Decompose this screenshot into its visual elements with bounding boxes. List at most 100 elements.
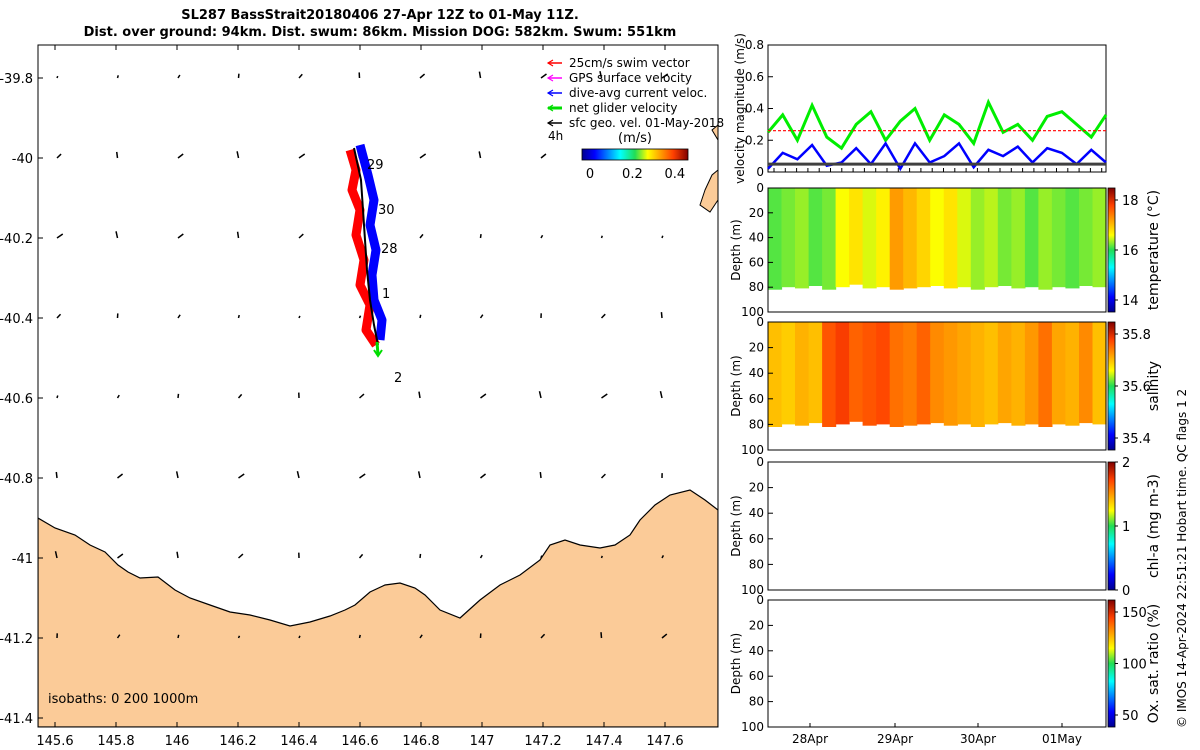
surface-velocity-arrow [56,233,64,239]
colorbar-tick-label: 18 [1122,194,1139,209]
profile-column [795,322,810,426]
surface-velocity-arrow [117,473,124,479]
depth-tick-label: 60 [749,392,764,406]
depth-tick-label: 20 [749,206,764,220]
surface-velocity-arrow [358,315,362,319]
colorbar-label: Ox. sat. ratio (%) [1146,604,1162,723]
legend-note: 4h [548,129,563,143]
colorbar-tick-label: 35.6 [1122,380,1151,395]
map-x-tick-label: 146.8 [402,734,439,749]
colorbar-label: salinity [1146,361,1162,411]
depth-tick-label: 40 [749,644,764,658]
profile-column [768,188,783,290]
track-day-label: 1 [382,287,390,302]
map-y-tick-label: -40.8 [0,472,33,487]
map-x-tick-label: 147 [470,734,495,749]
surface-velocity-arrow [298,315,301,319]
velocity-y-tick-label: 0 [756,165,764,179]
glider-track [345,143,387,358]
profile-column [889,188,904,290]
profile-column [822,322,837,427]
profile-column [1051,322,1066,425]
surface-velocity-arrow [176,551,179,559]
map-x-tick-label: 147.2 [524,734,561,749]
map-x-tick-label: 146.6 [341,734,378,749]
legend-arrowhead [546,104,554,112]
surface-velocity-arrows [54,71,669,639]
surface-velocity-arrow [479,554,483,559]
depth-tick-label: 60 [749,255,764,269]
profile-column [1065,322,1080,426]
colorbar-tick-label: 100 [1122,658,1147,673]
surface-velocity-arrow [116,394,120,399]
tasmania-land [38,489,718,727]
surface-velocity-arrow [599,71,603,79]
profile-panel-frame [767,321,1107,451]
isobaths-label: isobaths: 0 200 1000m [48,692,198,707]
profile-column [1092,188,1107,288]
surface-velocity-arrow [298,635,301,639]
depth-axis-label: Depth (m) [729,219,743,280]
surface-velocity-arrow [478,151,482,159]
surface-velocity-arrow [660,312,663,319]
map-panel: 145.6 145.8 146 146.2 146.4 146.6 146.8 147 147.… [0,44,724,749]
velocity-y-tick-label: 0.6 [745,70,764,84]
speed-colorbar-title: (m/s) [618,131,652,146]
surface-velocity-arrow [540,153,547,159]
time-tick-label: 01May [1042,732,1082,746]
profile-column [849,322,864,422]
colorbar-tick-label: 0 [1122,584,1130,599]
surface-velocity-arrow [115,231,119,239]
map-x-tick-label: 146.4 [280,734,317,749]
profile-column [1079,188,1094,286]
depth-tick-label: 60 [749,669,764,683]
profile-panel-bg [768,600,1106,727]
surface-velocity-arrow [177,634,180,639]
profile-column [795,188,810,289]
depth-tick-label: 40 [749,506,764,520]
depth-axis-label: Depth (m) [729,633,743,694]
profile-column [835,188,850,288]
surface-velocity-arrow [600,473,606,479]
profile-panel-frame [767,187,1107,313]
colorbar-tick-label: 16 [1122,244,1139,259]
surface-velocity-arrow [661,554,665,559]
colorbar-tick-label: 2 [1122,456,1130,471]
surface-velocity-arrow [480,393,487,399]
map-x-tick-label: 146 [165,734,190,749]
map-y-tick-label: -40.6 [0,392,33,407]
profile-column [876,188,891,288]
profile-column [997,188,1012,286]
surface-velocity-arrow [417,471,421,479]
surface-velocity-arrow [659,391,663,399]
surface-velocity-arrow [238,473,245,479]
profile-column [1092,322,1107,425]
surface-velocity-arrow [116,634,121,639]
speed-colorbar: (m/s) 0 0.2 0.4 [581,131,689,182]
profile-panel-frame [767,599,1107,728]
surface-velocity-arrow [359,393,365,399]
island-land [699,169,718,213]
profile-column [943,188,958,289]
depth-axis-label: Depth (m) [729,495,743,556]
surface-velocity-arrow [540,633,546,639]
surface-velocity-arrow [419,233,424,239]
profile-column [1051,188,1066,288]
map-y-tick-label: -39.8 [0,72,33,87]
profile-panel-bg [768,462,1106,590]
surface-velocity-arrow [115,151,119,159]
velocity-series-line [766,98,1108,151]
surface-velocity-arrow [661,235,664,239]
surface-velocity-arrow [177,233,184,239]
profile-column [930,322,945,424]
surface-velocity-arrow [540,73,547,79]
colorbar-tick-label: 150 [1122,606,1147,621]
map-y-tick-label: -41.4 [0,712,33,727]
profile-column [997,322,1012,424]
profile-column [984,188,999,288]
profile-panel-frame [767,461,1107,591]
legend-entry: dive-avg current veloc. [569,86,707,100]
map-y-tick-label: -40.2 [0,232,33,247]
surface-velocity-arrow [177,153,184,159]
surface-velocity-arrow [478,71,482,79]
